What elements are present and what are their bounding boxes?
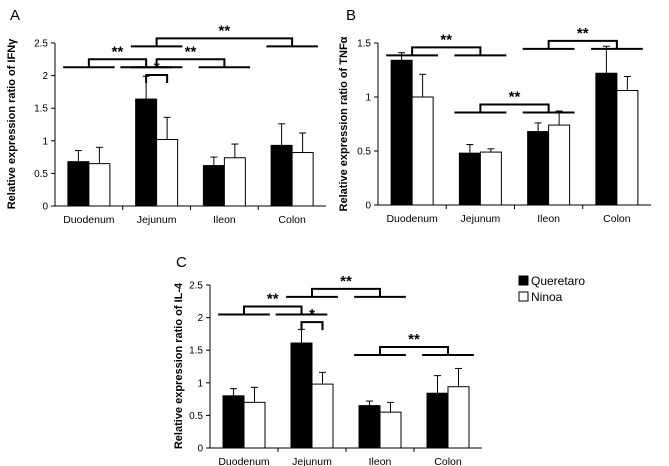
x-tick-label: Duodenum [386, 213, 438, 225]
y-tick-label: 2.5 [34, 39, 48, 50]
legend: Queretaro Ninoa [518, 274, 585, 304]
bar-queretaro-colon [595, 72, 618, 206]
bar-ninoa-ileon [223, 157, 246, 207]
significance-label: ** [440, 31, 452, 48]
bar-queretaro-jejunum [135, 98, 158, 207]
y-tick-label: 2 [42, 71, 48, 82]
bracket-line [87, 58, 148, 68]
y-tick-label: 0 [42, 202, 48, 213]
significance-label: ** [577, 25, 589, 42]
bar-ninoa-ileon [548, 124, 571, 206]
y-axis-label: Relative expression ratio of TNFα [338, 36, 350, 211]
chart-panel-a: A Relative expression ratio of IFNγ 0 0.5 1 1… [6, 7, 326, 226]
significance-bracket: ** [354, 331, 474, 356]
x-tick-label: Jejunum [461, 213, 501, 225]
y-axis-label: Relative expression ratio of IFNγ [6, 38, 18, 209]
y-axis-label: Relative expression ratio of IL-4 [173, 282, 185, 449]
x-tick-label: Colon [434, 456, 462, 466]
legend-swatch-ninoa [518, 291, 529, 302]
y-tick-label: 1 [365, 93, 371, 104]
significance-bracket: ** [218, 291, 328, 316]
x-tick-label: Duodenum [218, 456, 270, 466]
bar-ninoa-duodenum [243, 401, 266, 449]
y-tick-label: 0.5 [357, 147, 371, 158]
y-tick-label: 0 [365, 201, 371, 212]
significance-bracket: ** [454, 89, 575, 114]
bracket-line [547, 39, 618, 49]
bar-queretaro-ileon [202, 165, 225, 207]
bracket-line [145, 73, 169, 83]
significance-bracket: ** [386, 31, 507, 57]
bar-ninoa-jejunum [156, 138, 179, 207]
significance-bracket: ** [130, 22, 318, 48]
bar-ninoa-jejunum [479, 151, 502, 206]
bar-ninoa-ileon [379, 411, 402, 449]
bracket-line [379, 345, 449, 355]
bar-queretaro-jejunum [458, 152, 481, 206]
panel-letter: B [346, 7, 356, 24]
bar-ninoa-colon [616, 90, 639, 206]
significance-bracket: ** [522, 25, 643, 50]
x-tick-label: Colon [603, 213, 631, 225]
bracket-line [155, 58, 226, 68]
legend-label-ninoa: Ninoa [531, 290, 563, 304]
bracket-line [479, 103, 550, 113]
bar-ninoa-colon [291, 152, 314, 207]
significance-label: ** [112, 43, 124, 60]
y-tick-label: 1 [42, 136, 48, 147]
bracket-line [155, 37, 294, 47]
bracket-line [243, 305, 303, 315]
y-tick-label: 1.5 [357, 39, 371, 50]
bar-queretaro-duodenum [222, 395, 245, 449]
significance-label: ** [509, 89, 521, 106]
x-tick-label: Jejunum [292, 456, 332, 466]
bracket-line [300, 321, 324, 331]
y-tick-label: 2.5 [189, 281, 203, 292]
bar-queretaro-colon [270, 144, 293, 207]
y-tick-label: 2 [197, 313, 203, 324]
y-tick-label: 0.5 [34, 169, 48, 180]
bracket-line [311, 287, 381, 297]
x-tick-label: Colon [278, 214, 306, 226]
panel-letter: A [10, 7, 20, 24]
bar-queretaro-duodenum [67, 161, 90, 207]
significance-bracket: ** [130, 43, 251, 69]
panel-letter: C [176, 254, 187, 271]
x-tick-label: Ileon [537, 213, 560, 225]
bar-queretaro-ileon [527, 131, 550, 206]
y-tick-label: 0 [197, 444, 203, 455]
significance-label: ** [219, 22, 231, 39]
significance-label: * [309, 306, 315, 323]
chart-panel-c: C Relative expression ratio of IL-4 0 0.5 1 1… [173, 254, 482, 466]
x-tick-label: Jejunum [137, 214, 177, 226]
significance-bracket: * [300, 306, 324, 331]
y-tick-label: 1.5 [189, 346, 203, 357]
significance-label: ** [408, 331, 420, 348]
bar-ninoa-jejunum [311, 383, 334, 449]
y-tick-label: 0.5 [189, 411, 203, 422]
significance-label: ** [340, 273, 352, 290]
y-tick-label: 1.5 [34, 104, 48, 115]
bar-ninoa-colon [447, 386, 470, 449]
x-tick-label: Ileon [369, 456, 392, 466]
y-tick-label: 1 [197, 378, 203, 389]
legend-swatch-queretaro [518, 275, 529, 286]
legend-label-queretaro: Queretaro [531, 274, 585, 288]
significance-bracket: ** [286, 273, 406, 298]
bracket-line [411, 46, 482, 56]
x-tick-label: Duodenum [63, 214, 115, 226]
x-tick-label: Ileon [213, 214, 236, 226]
bar-queretaro-jejunum [290, 342, 313, 449]
bar-queretaro-ileon [358, 405, 381, 449]
chart-panel-b: B Relative expression ratio of TNFα 0 0.5 1 1… [338, 7, 651, 225]
bar-queretaro-duodenum [390, 59, 413, 206]
bar-ninoa-duodenum [411, 96, 434, 206]
significance-label: ** [267, 291, 279, 308]
bar-queretaro-colon [426, 392, 449, 449]
bar-ninoa-duodenum [88, 163, 111, 207]
significance-label: ** [185, 43, 197, 60]
